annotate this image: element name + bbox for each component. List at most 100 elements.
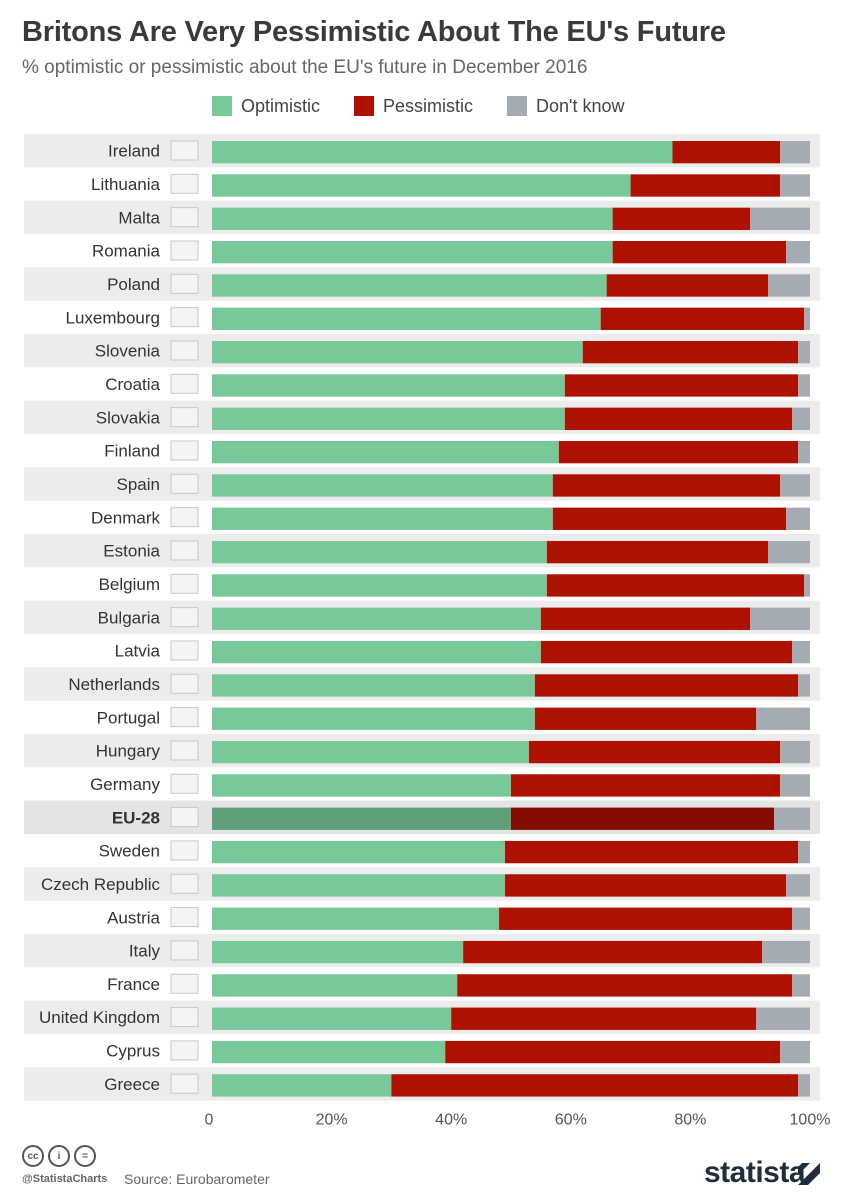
bar-optimistic-bulgaria — [212, 607, 541, 630]
x-tick-label: 40% — [435, 1112, 467, 1129]
social-handle: @StatistaCharts — [22, 1173, 108, 1185]
bar-pessimistic-hungary — [528, 740, 781, 764]
bar-pessimistic-netherlands — [534, 674, 799, 697]
bar-don-t-know-eu-28 — [774, 807, 810, 830]
bar-pessimistic-slovenia — [582, 340, 799, 364]
category-label-eu-28: EU-28 — [112, 808, 160, 827]
bar-pessimistic-bulgaria — [540, 607, 751, 630]
category-label-germany: Germany — [90, 775, 160, 794]
flag-icon-belgium — [170, 573, 199, 594]
bar-optimistic-france — [212, 974, 458, 997]
bar-pessimistic-slovakia — [564, 407, 793, 430]
flag-icon-cyprus — [170, 1040, 199, 1061]
category-label-france: France — [107, 975, 160, 994]
bar-optimistic-greece — [212, 1074, 392, 1097]
category-label-belgium: Belgium — [99, 575, 160, 594]
bar-don-t-know-estonia — [768, 540, 810, 564]
bar-optimistic-ireland — [212, 141, 673, 164]
bar-don-t-know-italy — [762, 940, 810, 964]
flag-icon-croatia — [170, 373, 199, 394]
bar-don-t-know-bulgaria — [750, 607, 810, 630]
bar-optimistic-cyprus — [212, 1040, 446, 1064]
license-icons: cc i = — [22, 1145, 100, 1167]
category-label-italy: Italy — [129, 942, 161, 961]
bar-pessimistic-france — [457, 974, 793, 997]
bar-optimistic-slovenia — [212, 340, 583, 364]
flag-icon-denmark — [170, 507, 199, 528]
bar-don-t-know-poland — [768, 274, 810, 297]
flag-icon-ireland — [170, 140, 199, 161]
bar-don-t-know-slovakia — [792, 407, 810, 430]
bar-don-t-know-cyprus — [780, 1040, 810, 1064]
bar-pessimistic-italy — [463, 940, 763, 964]
category-label-bulgaria: Bulgaria — [98, 608, 161, 627]
bar-pessimistic-czech-republic — [505, 874, 787, 897]
bar-optimistic-germany — [212, 774, 511, 797]
bar-don-t-know-malta — [750, 207, 810, 230]
bar-optimistic-croatia — [212, 374, 565, 397]
bar-pessimistic-latvia — [540, 640, 793, 664]
bar-don-t-know-lithuania — [780, 174, 810, 197]
category-label-lithuania: Lithuania — [91, 175, 161, 194]
bar-don-t-know-denmark — [786, 507, 810, 530]
bar-pessimistic-croatia — [564, 374, 799, 397]
bar-optimistic-belgium — [212, 574, 547, 597]
chart-title: Britons Are Very Pessimistic About The E… — [22, 16, 726, 48]
bar-don-t-know-netherlands — [798, 674, 810, 697]
legend-label-dont-know: Don't know — [536, 95, 625, 116]
bar-optimistic-italy — [212, 940, 464, 964]
flag-icon-estonia — [170, 540, 199, 561]
bar-don-t-know-germany — [780, 774, 810, 797]
bar-pessimistic-greece — [391, 1074, 799, 1097]
flag-icon-portugal — [170, 707, 199, 728]
category-label-cyprus: Cyprus — [106, 1042, 160, 1061]
bar-don-t-know-ireland — [780, 141, 810, 164]
bar-optimistic-czech-republic — [212, 874, 506, 897]
bar-optimistic-finland — [212, 440, 559, 464]
bar-pessimistic-ireland — [672, 141, 781, 164]
bar-pessimistic-germany — [511, 774, 781, 797]
flag-icon-czech-republic — [170, 873, 199, 894]
bar-optimistic-latvia — [212, 640, 541, 664]
flag-icon-finland — [170, 440, 199, 461]
bar-pessimistic-portugal — [534, 707, 757, 730]
bar-pessimistic-denmark — [552, 507, 787, 530]
bar-optimistic-hungary — [212, 740, 529, 764]
bar-pessimistic-belgium — [546, 574, 805, 597]
chart-subtitle: % optimistic or pessimistic about the EU… — [22, 57, 588, 78]
bar-don-t-know-belgium — [804, 574, 810, 597]
bar-optimistic-spain — [212, 474, 553, 497]
bar-pessimistic-estonia — [546, 540, 769, 564]
category-label-united-kingdom: United Kingdom — [39, 1008, 160, 1027]
category-label-romania: Romania — [92, 242, 161, 261]
flag-icon-slovenia — [170, 340, 199, 361]
bar-don-t-know-sweden — [798, 840, 810, 864]
bar-don-t-know-portugal — [756, 707, 810, 730]
bar-pessimistic-austria — [499, 907, 793, 930]
bar-optimistic-united-kingdom — [212, 1007, 452, 1030]
category-label-austria: Austria — [107, 908, 160, 927]
flag-icon-luxembourg — [170, 307, 199, 328]
bar-optimistic-slovakia — [212, 407, 565, 430]
statista-brand[interactable]: statista — [704, 1156, 806, 1189]
category-label-czech-republic: Czech Republic — [41, 875, 161, 894]
legend: Optimistic Pessimistic Don't know — [212, 94, 659, 118]
legend-swatch-optimistic — [212, 96, 232, 116]
bar-optimistic-netherlands — [212, 674, 535, 697]
category-label-hungary: Hungary — [96, 742, 161, 761]
bar-optimistic-malta — [212, 207, 613, 230]
bar-pessimistic-lithuania — [630, 174, 781, 197]
flag-icon-poland — [170, 273, 199, 294]
bar-pessimistic-finland — [558, 440, 799, 464]
legend-item-pessimistic: Pessimistic — [354, 96, 473, 117]
bar-optimistic-estonia — [212, 540, 547, 564]
category-label-netherlands: Netherlands — [68, 675, 160, 694]
bar-optimistic-luxembourg — [212, 307, 601, 330]
flag-icon-malta — [170, 207, 199, 228]
statista-logo-icon — [798, 1163, 820, 1185]
category-label-sweden: Sweden — [99, 842, 160, 861]
bar-pessimistic-cyprus — [445, 1040, 781, 1064]
bar-optimistic-romania — [212, 240, 613, 264]
category-label-spain: Spain — [117, 475, 160, 494]
flag-icon-netherlands — [170, 673, 199, 694]
